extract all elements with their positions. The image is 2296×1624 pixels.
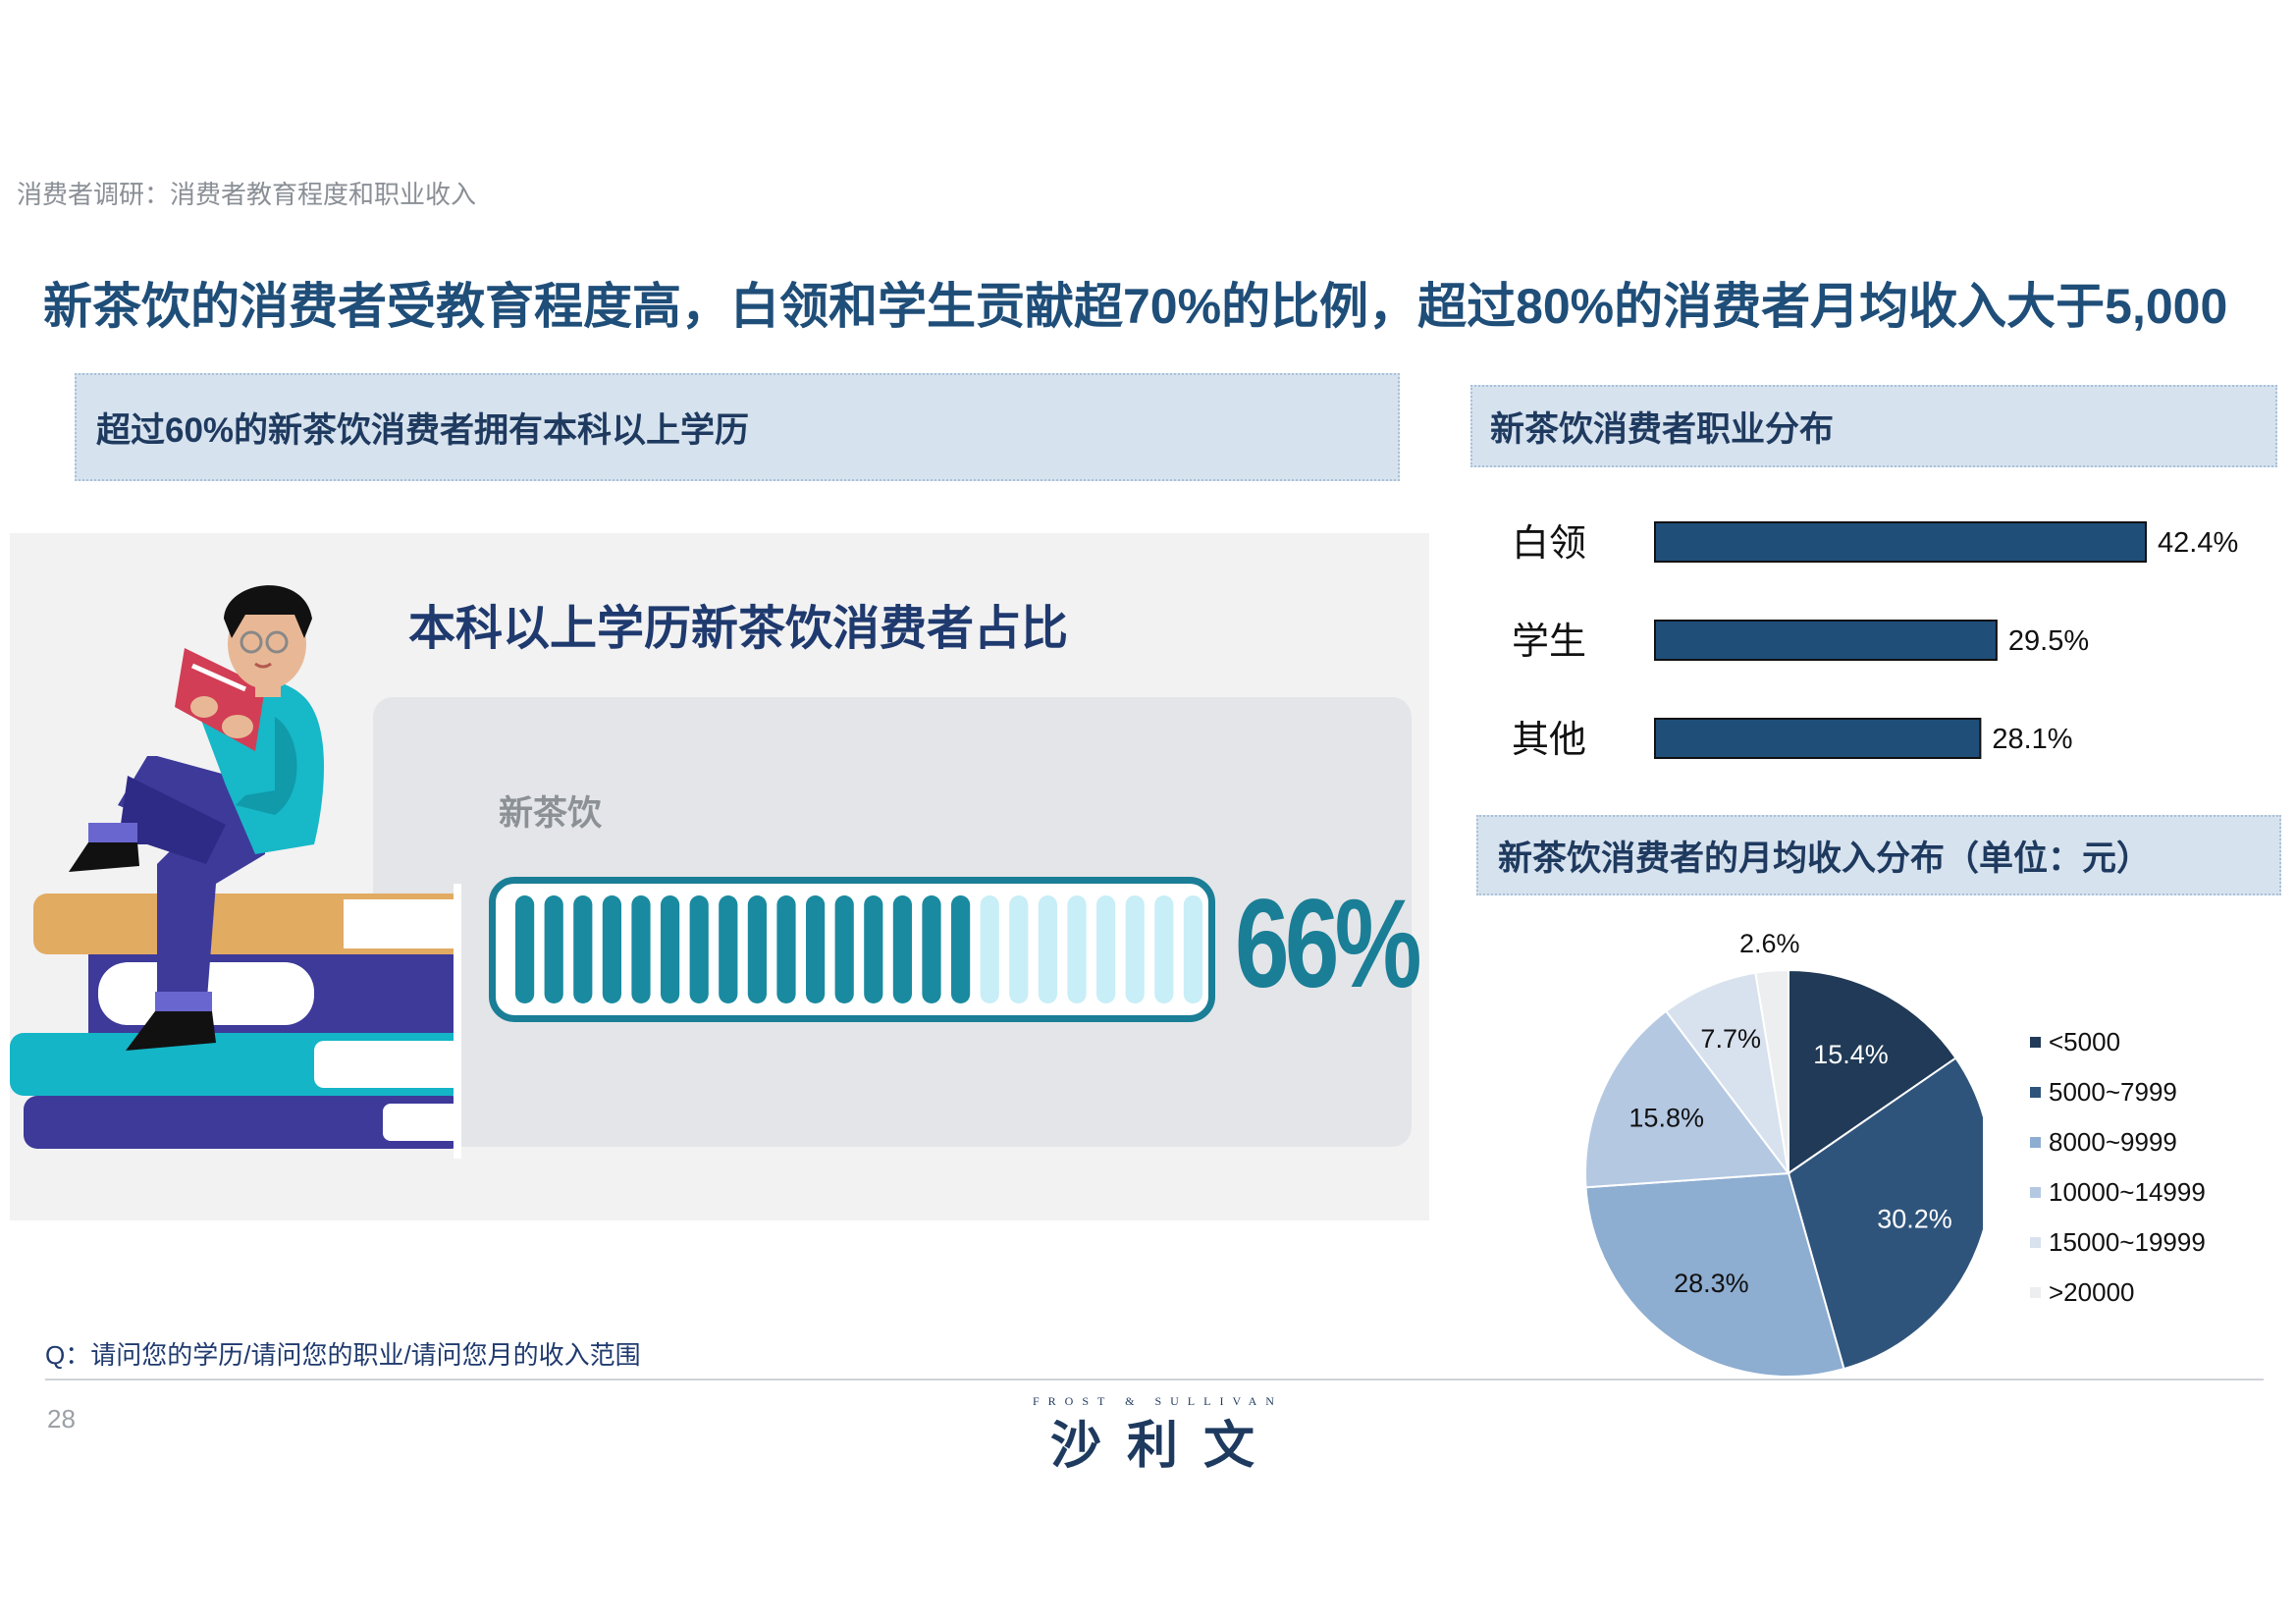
education-panel-label-text: 超过60%的新茶饮消费者拥有本科以上学历 (96, 410, 750, 450)
occupation-bar-chart: 白领 42.4% 学生 29.5% 其他 28.1% (1512, 521, 2238, 761)
logo-subtitle: FROST & SULLIVAN (1033, 1394, 1283, 1408)
legend-swatch (2030, 1037, 2041, 1048)
book-icon (24, 1096, 461, 1149)
progress-segment (631, 895, 651, 1003)
progress-segment (661, 895, 680, 1003)
occupation-panel-label: 新茶饮消费者职业分布 (1470, 385, 2277, 467)
legend-swatch (2030, 1187, 2041, 1198)
legend-label: >20000 (2049, 1277, 2135, 1307)
pie-slice (1788, 968, 1957, 1175)
progress-segment (980, 895, 999, 1003)
progress-segment (1125, 895, 1145, 1003)
legend-swatch (2030, 1087, 2041, 1098)
legend-swatch (2030, 1137, 2041, 1148)
education-category-label: 新茶饮 (499, 794, 603, 833)
progress-segment (1009, 895, 1029, 1003)
page-number: 28 (47, 1404, 76, 1434)
pie-slice (1584, 1009, 1790, 1189)
pie-value-label: 2.6% (1739, 929, 1800, 958)
occupation-value-label: 29.5% (2008, 625, 2089, 657)
legend-label: 15000~19999 (2049, 1227, 2206, 1257)
pie-value-label: 15.4% (1813, 1040, 1889, 1069)
income-pie-chart: 15.4% 30.2% 28.3% 15.8% 7.7% 2.6% (1584, 929, 1983, 1378)
progress-segment (776, 895, 796, 1003)
occupation-bar (1654, 718, 1982, 759)
occupation-bar (1654, 521, 2147, 563)
progress-segment (922, 895, 941, 1003)
breadcrumb: 消费者调研：消费者教育程度和职业收入 (17, 180, 477, 209)
occupation-value-label: 42.4% (2158, 527, 2238, 559)
legend-label: 8000~9999 (2049, 1127, 2177, 1157)
occupation-category-label: 学生 (1512, 622, 1586, 663)
legend-swatch (2030, 1287, 2041, 1298)
progress-segment (1183, 895, 1202, 1003)
progress-segment (834, 895, 854, 1003)
progress-segment (864, 895, 883, 1003)
progress-segment (602, 895, 621, 1003)
pie-value-label: 7.7% (1700, 1024, 1761, 1054)
progress-segment (1096, 895, 1116, 1003)
legend-item: 8000~9999 (2030, 1117, 2206, 1167)
pie-slice (1664, 971, 1789, 1174)
pie-slice (1754, 968, 1789, 1174)
progress-segment (1154, 895, 1174, 1003)
progress-segment (719, 895, 738, 1003)
education-progress-bar (515, 895, 1202, 1003)
pie-value-label: 15.8% (1629, 1103, 1704, 1132)
progress-segment (573, 895, 593, 1003)
survey-question: Q：请问您的学历/请问您的职业/请问您月的收入范围 (45, 1340, 641, 1370)
progress-segment (689, 895, 709, 1003)
legend-swatch (2030, 1237, 2041, 1248)
pie-value-label: 30.2% (1877, 1204, 1952, 1233)
legend-label: 5000~7999 (2049, 1077, 2177, 1107)
footer-divider (45, 1379, 2264, 1380)
reading-person-illustration (10, 585, 461, 1159)
occupation-value-label: 28.1% (1992, 724, 2072, 755)
progress-segment (1067, 895, 1087, 1003)
page-title: 新茶饮的消费者受教育程度高，白领和学生贡献超70%的比例，超过80%的消费者月均… (43, 279, 2228, 334)
legend-item: 10000~14999 (2030, 1167, 2206, 1218)
occupation-category-label: 白领 (1512, 523, 1586, 565)
legend-item: >20000 (2030, 1268, 2206, 1318)
frost-sullivan-logo: 沙利文 (1050, 1418, 1281, 1475)
legend-item: 15000~19999 (2030, 1218, 2206, 1268)
income-panel-label: 新茶饮消费者的月均收入分布（单位：元） (1476, 815, 2281, 895)
progress-segment (892, 895, 912, 1003)
pie-slice (1584, 1171, 1845, 1378)
progress-segment (544, 895, 563, 1003)
education-percent: 66% (1235, 874, 1421, 1014)
progress-segment (1038, 895, 1057, 1003)
income-panel-label-text: 新茶饮消费者的月均收入分布（单位：元） (1498, 839, 2152, 878)
progress-segment (515, 895, 535, 1003)
pie-slice (1787, 1056, 1983, 1371)
pie-value-label: 28.3% (1674, 1269, 1749, 1298)
progress-segment (806, 895, 826, 1003)
progress-segment (951, 895, 971, 1003)
legend-item: 5000~7999 (2030, 1067, 2206, 1117)
legend-label: 10000~14999 (2049, 1177, 2206, 1207)
legend-item: <5000 (2030, 1017, 2206, 1067)
occupation-panel-label-text: 新茶饮消费者职业分布 (1490, 409, 1835, 449)
occupation-category-label: 其他 (1512, 720, 1586, 761)
income-pie-legend: <5000 5000~7999 8000~9999 10000~14999 15000~… (2030, 1017, 2206, 1318)
legend-label: <5000 (2049, 1027, 2121, 1056)
education-chart-title: 本科以上学历新茶饮消费者占比 (408, 603, 1069, 655)
occupation-bar (1654, 620, 1998, 661)
progress-segment (747, 895, 767, 1003)
education-panel-label: 超过60%的新茶饮消费者拥有本科以上学历 (75, 373, 1400, 481)
